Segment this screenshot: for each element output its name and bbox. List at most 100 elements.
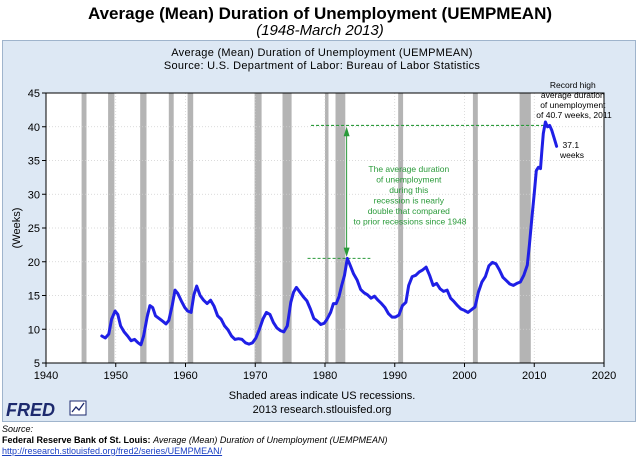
data-point — [422, 269, 424, 271]
data-point — [498, 269, 500, 271]
data-point — [353, 273, 355, 275]
data-point — [481, 281, 483, 283]
data-point — [108, 333, 110, 335]
data-point — [450, 297, 452, 299]
data-point — [401, 305, 403, 307]
data-point — [279, 330, 281, 332]
data-point — [146, 316, 148, 318]
data-point — [199, 294, 201, 297]
data-point — [537, 166, 540, 168]
data-point — [541, 149, 543, 151]
source-url-link[interactable]: http://research.stlouisfed.org/fred2/ser… — [2, 446, 223, 456]
data-point — [526, 264, 528, 266]
data-point — [272, 321, 274, 324]
data-point — [528, 244, 531, 246]
data-point — [220, 318, 222, 320]
data-point — [127, 335, 129, 337]
data-point — [539, 168, 542, 170]
x-tick-label: 1990 — [383, 370, 407, 382]
x-tick-label: 2010 — [522, 370, 546, 382]
source-series-title: Average (Mean) Duration of Unemployment … — [153, 435, 388, 445]
data-point — [326, 318, 328, 320]
data-point — [316, 320, 318, 322]
data-point — [484, 276, 486, 278]
data-point — [152, 307, 154, 309]
data-point — [174, 289, 176, 291]
data-point — [227, 329, 229, 331]
data-point — [230, 335, 233, 337]
data-point — [533, 192, 535, 194]
data-point — [213, 305, 215, 307]
data-point — [196, 285, 198, 287]
data-point — [206, 303, 208, 305]
data-point — [349, 264, 351, 266]
y-tick-label: 20 — [28, 257, 40, 269]
y-tick-label: 35 — [28, 156, 40, 168]
data-point — [114, 310, 116, 312]
data-point — [408, 284, 410, 286]
data-point — [104, 337, 106, 339]
data-point — [509, 283, 511, 285]
record-high-annotation: Record high average duration of unemploy… — [536, 80, 612, 120]
x-tick-label: 2020 — [592, 370, 616, 382]
data-point — [363, 292, 365, 294]
fred-logo-graph-icon — [71, 402, 85, 413]
data-point — [120, 325, 122, 327]
data-point — [140, 344, 142, 346]
data-point — [467, 311, 469, 313]
data-point — [248, 343, 250, 345]
data-point — [244, 342, 247, 344]
data-point — [234, 338, 236, 340]
source-block: Source: Federal Reserve Bank of St. Loui… — [2, 424, 638, 457]
data-point — [117, 313, 119, 315]
data-point — [343, 274, 346, 276]
data-point — [330, 311, 332, 313]
data-point — [180, 300, 182, 302]
data-point — [313, 317, 315, 319]
data-point — [418, 271, 420, 273]
data-point — [161, 320, 164, 322]
data-point — [429, 274, 431, 276]
data-point — [542, 132, 544, 135]
data-point — [391, 316, 393, 318]
data-point — [411, 276, 413, 278]
data-point — [332, 303, 334, 305]
data-point — [154, 315, 157, 317]
data-point — [387, 313, 390, 315]
source-label: Source: — [2, 424, 34, 434]
comparison-arrow-head-down — [343, 247, 350, 258]
data-point — [553, 136, 555, 138]
data-point — [346, 257, 348, 259]
data-point — [370, 297, 372, 299]
data-point — [544, 121, 547, 123]
data-point — [460, 308, 462, 310]
data-point — [171, 305, 173, 307]
x-tick-label: 2000 — [452, 370, 476, 382]
data-point — [512, 284, 514, 286]
data-point — [554, 141, 556, 143]
data-point — [241, 338, 243, 340]
recession-band — [81, 93, 87, 363]
data-point — [456, 305, 459, 307]
y-tick-label: 45 — [28, 88, 40, 100]
data-point — [299, 291, 301, 293]
data-point — [123, 331, 125, 333]
y-tick-label: 30 — [28, 189, 40, 201]
data-point — [177, 292, 179, 295]
data-point — [474, 306, 476, 308]
data-point — [217, 315, 219, 317]
page-title: Average (Mean) Duration of Unemployment … — [87, 4, 553, 23]
data-point — [432, 284, 434, 286]
data-point — [384, 307, 386, 309]
y-tick-label: 25 — [28, 223, 40, 235]
data-point — [516, 282, 518, 284]
data-point — [101, 335, 103, 337]
recession-band — [282, 93, 292, 363]
data-point — [111, 318, 113, 320]
recession-comparison-annotation: The average duration of unemployment dur… — [354, 164, 467, 227]
x-tick-label: 1960 — [173, 370, 197, 382]
data-point — [463, 309, 466, 311]
data-point — [306, 300, 308, 302]
data-point — [436, 282, 438, 284]
